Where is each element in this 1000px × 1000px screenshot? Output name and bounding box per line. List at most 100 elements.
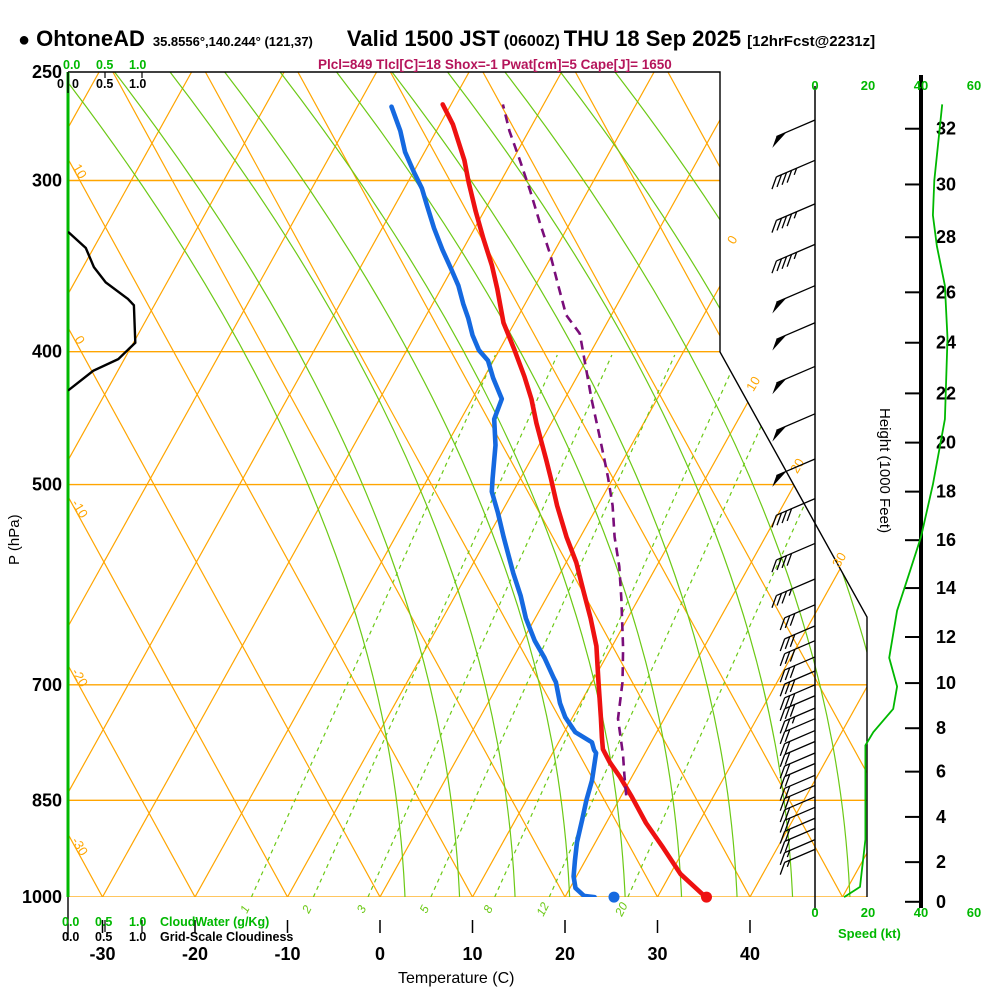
wind-barb-half-feather xyxy=(791,716,796,724)
wind-barb-feather xyxy=(779,731,786,745)
wind-barb-feather xyxy=(781,555,788,569)
wind-barb-feather xyxy=(786,254,793,267)
wind-barb-feather xyxy=(779,638,786,652)
wind-barb-feather xyxy=(789,649,796,662)
temperature-tick-label: 10 xyxy=(462,944,482,964)
cloudwater-scale-tick-bottom: 0.0 xyxy=(62,915,80,929)
height-tick-label: 14 xyxy=(936,578,956,598)
station-bullet-icon: ● xyxy=(18,29,31,51)
cloudiness-scale-tick-top: 1.0 xyxy=(129,77,147,91)
temperature-tick-label: 20 xyxy=(555,944,575,964)
height-tick-label: 12 xyxy=(936,627,956,647)
moist-adiabat-line xyxy=(336,72,683,897)
mixing-ratio-line xyxy=(548,354,794,897)
temperature-tick-label: -30 xyxy=(89,944,115,964)
wind-barb-feather xyxy=(781,215,788,229)
wind-barb-feather xyxy=(779,669,786,683)
wind-barb-feather xyxy=(781,172,788,185)
wind-barb-feather xyxy=(776,593,783,606)
dewpoint-curve xyxy=(389,104,599,897)
wind-barb-feather xyxy=(784,667,791,681)
wind-barb-feather xyxy=(784,796,791,809)
mixing-ratio-label: 3 xyxy=(354,903,370,916)
pressure-tick-label: 700 xyxy=(32,675,62,695)
speed-tick-label-top: 60 xyxy=(967,78,981,93)
isotherm-line xyxy=(656,72,867,897)
mixing-ratio-label: 20 xyxy=(612,900,631,919)
wind-barb-feather xyxy=(779,820,786,833)
dry-adiabat-line xyxy=(852,72,867,897)
wind-barb-pennant xyxy=(772,426,787,442)
wind-barb-staff xyxy=(776,285,816,303)
wind-barb-staff xyxy=(776,243,816,262)
pressure-axis-label: P (hPa) xyxy=(6,514,23,565)
dry-adiabat-label: -30 xyxy=(69,834,92,858)
valid-time: Valid 1500 JST xyxy=(346,26,500,51)
height-tick-label: 6 xyxy=(936,762,946,782)
wind-barb-feather xyxy=(784,785,791,799)
wind-barb-feather xyxy=(784,615,791,629)
parcel-path-curve xyxy=(501,104,628,796)
wind-barb-feather xyxy=(779,617,786,631)
wind-barb-feather xyxy=(776,218,783,231)
wind-barb-half-feather xyxy=(786,850,791,858)
dry-adiabat-line xyxy=(68,72,196,897)
wind-barb-feather xyxy=(786,553,793,566)
mixing-ratio-line xyxy=(430,354,676,897)
wind-barb-pennant xyxy=(772,378,787,395)
wind-barb-feather xyxy=(781,590,788,604)
isotherm-label: 10 xyxy=(743,374,763,394)
wind-barb-feather xyxy=(779,683,786,697)
mixing-ratio-label: 12 xyxy=(533,900,552,919)
pressure-tick-label: 500 xyxy=(32,475,62,495)
mixing-ratio-line xyxy=(367,354,613,897)
mixing-ratio-line xyxy=(494,354,740,897)
speed-tick-label-top: 40 xyxy=(914,78,928,93)
wind-barb-feather xyxy=(784,817,791,831)
wind-barb-staff xyxy=(776,365,816,384)
wind-barb-staff xyxy=(776,322,816,340)
moist-adiabat-line xyxy=(68,72,406,897)
speed-axis-label: Speed (kt) xyxy=(838,926,901,941)
speed-tick-label-top: 0 xyxy=(811,78,818,93)
dry-adiabat-label: 0 xyxy=(72,333,89,347)
isotherm-label: 20 xyxy=(787,456,807,476)
dry-adiabat-line xyxy=(0,72,10,897)
wind-barb-feather xyxy=(789,679,796,693)
wind-barb-feather xyxy=(784,807,791,821)
moist-adiabat-line xyxy=(391,72,738,897)
cloudiness-scale-corner: 0 xyxy=(57,77,64,91)
wind-barb-feather xyxy=(776,174,783,188)
station-coordinates: 35.8556°,140.244° (121,37) xyxy=(152,34,313,49)
wind-barb-feather xyxy=(784,651,791,664)
temperature-tick-label: 30 xyxy=(647,944,667,964)
mixing-ratio-line xyxy=(627,354,867,897)
wind-barb-feather xyxy=(789,704,796,717)
wind-barb-feather xyxy=(779,776,786,789)
wind-barb-feather xyxy=(789,634,796,647)
wind-barb-feather xyxy=(784,838,791,852)
wind-barb-feather xyxy=(784,763,791,777)
speed-tick-label-bottom: 20 xyxy=(861,905,875,920)
wind-barb-feather xyxy=(784,752,791,765)
wind-barb-feather xyxy=(784,695,791,709)
wind-barb-feather xyxy=(784,741,791,754)
wind-barbs xyxy=(771,119,816,875)
height-tick-label: 28 xyxy=(936,227,956,247)
wind-barb-half-feather xyxy=(793,167,798,176)
pressure-tick-label: 400 xyxy=(32,342,62,362)
wind-barb-feather xyxy=(779,754,786,767)
mixing-ratio-line xyxy=(312,354,558,897)
wind-barb-feather xyxy=(779,852,786,866)
wind-barb-feather xyxy=(779,708,786,722)
forecast-lead-tag: [12hrFcst@2231z] xyxy=(747,33,876,50)
wind-barb-feather xyxy=(779,697,786,711)
plot-border xyxy=(68,71,868,897)
wind-barb-feather xyxy=(786,213,793,227)
sounding-curves xyxy=(68,102,708,897)
moist-adiabat-line xyxy=(504,72,851,897)
cloudiness-scale-tick-top: 0.5 xyxy=(96,77,114,91)
isotherm-label: 0 xyxy=(724,233,741,247)
cloudiness-scale-tick-bottom: 1.0 xyxy=(129,930,147,944)
